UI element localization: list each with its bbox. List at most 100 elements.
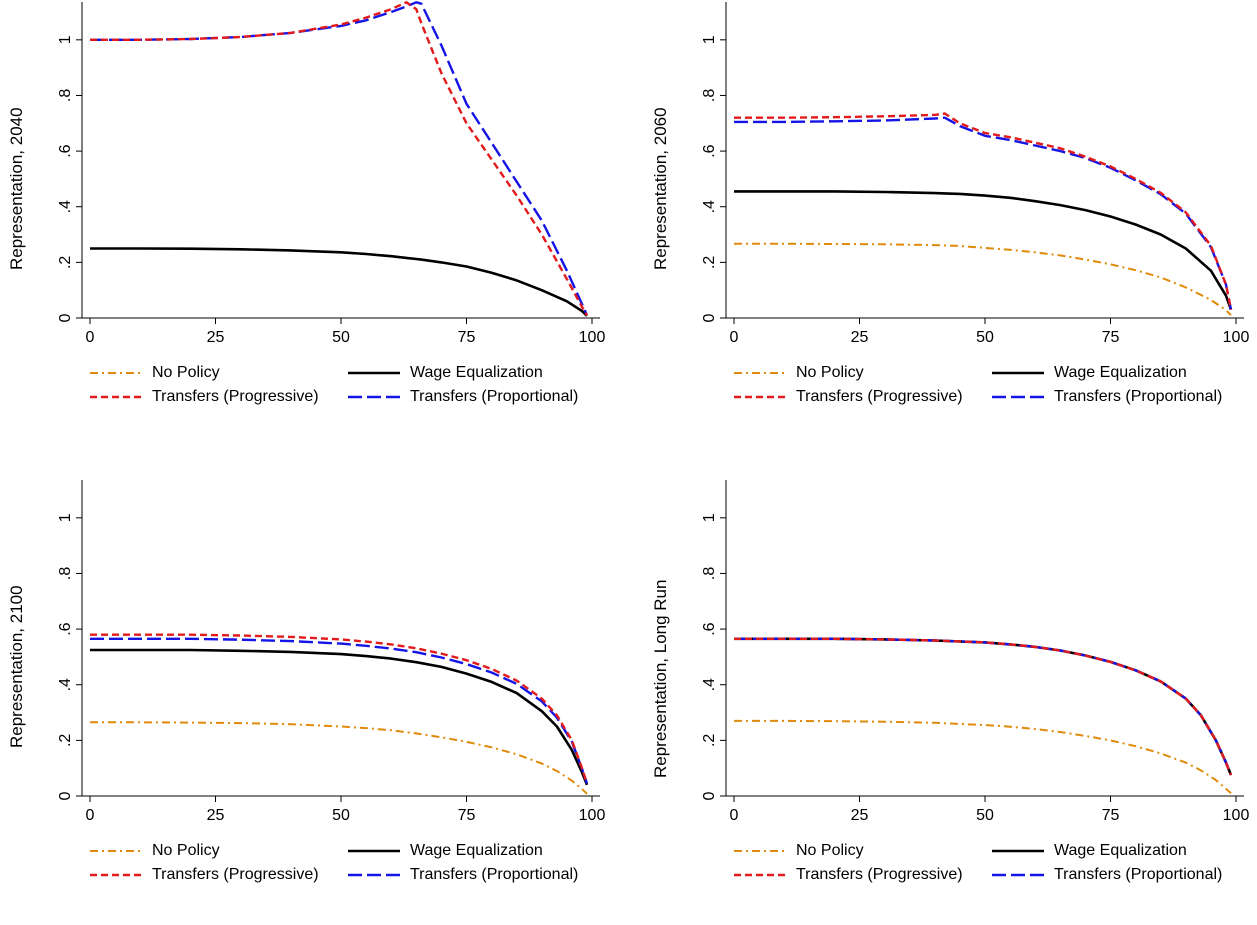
y-tick-label: .4 (701, 200, 718, 213)
y-tick-label: .2 (701, 256, 718, 269)
legend-swatch (90, 873, 142, 877)
y-tick-label: 1 (701, 35, 718, 44)
x-tick-label: 50 (332, 807, 350, 824)
chart-2100: 0 .2 .4 .6 .8 1 0 25 50 75 100 (57, 480, 605, 824)
x-tick-label: 75 (1102, 329, 1120, 346)
legend-swatch (992, 395, 1044, 399)
y-tick-label: .4 (701, 678, 718, 691)
y-tick-label: 0 (701, 791, 718, 800)
legend-swatch (90, 395, 142, 399)
legend-item: Transfers (Progressive) (88, 388, 319, 406)
legend-label: No Policy (796, 842, 864, 859)
x-tick-label: 100 (579, 329, 606, 346)
legend-label: Wage Equalization (410, 364, 543, 381)
series-line-wage-equalization (734, 190, 1233, 311)
chart-2040: 0 .2 .4 .6 .8 1 0 25 50 75 100 (57, 1, 605, 346)
legend-label: Transfers (Progressive) (152, 866, 319, 883)
series-line-no-policy (734, 242, 1232, 316)
legend-item: Wage Equalization (990, 364, 1187, 382)
y-tick-label: .6 (57, 622, 74, 635)
chart-2060: 0 .2 .4 .6 .8 1 0 25 50 75 100 (701, 2, 1249, 346)
series-line-no-policy (90, 721, 588, 795)
panel-2040: 0 .2 .4 .6 .8 1 0 25 50 75 100 Representation, 204… (0, 0, 628, 447)
series-line-transfers-proportional (734, 637, 1233, 776)
x-tick-label: 25 (851, 807, 869, 824)
legend-item: Wage Equalization (346, 364, 543, 382)
legend-label: Transfers (Proportional) (410, 866, 579, 883)
legend-item: Transfers (Proportional) (990, 388, 1222, 406)
panel-2100: 0 .2 .4 .6 .8 1 0 25 50 75 100 Representation, 210… (0, 478, 628, 925)
y-tick-label: .2 (57, 256, 74, 269)
series-line-transfers-proportional (734, 116, 1233, 310)
x-tick-label: 100 (579, 807, 606, 824)
legend-label: Wage Equalization (1054, 364, 1187, 381)
legend-label: No Policy (152, 842, 220, 859)
y-tick-label: .4 (57, 200, 74, 213)
chart-long-run: 0 .2 .4 .6 .8 1 0 25 50 75 100 (701, 480, 1249, 824)
legend-item: No Policy (732, 842, 864, 860)
legend-label: Transfers (Proportional) (1054, 388, 1223, 405)
y-tick-label: .4 (57, 678, 74, 691)
legend-swatch (90, 850, 142, 852)
y-tick-label: .2 (701, 734, 718, 747)
y-axis-label: Representation, Long Run (651, 579, 670, 778)
legend-label: Transfers (Proportional) (1054, 866, 1223, 883)
x-tick-label: 25 (207, 807, 225, 824)
x-tick-label: 0 (86, 807, 95, 824)
legend-label: Transfers (Progressive) (152, 388, 319, 405)
y-axis-label: Representation, 2060 (651, 107, 670, 270)
x-tick-label: 50 (976, 329, 994, 346)
legend-swatch (348, 849, 400, 853)
legend-label: Transfers (Proportional) (410, 388, 579, 405)
legend-item: Transfers (Progressive) (88, 866, 319, 884)
x-tick-label: 100 (1223, 329, 1250, 346)
legend-item: Transfers (Progressive) (732, 388, 963, 406)
series-line-no-policy (90, 247, 588, 317)
panel-2060: 0 .2 .4 .6 .8 1 0 25 50 75 100 Representation, 206… (644, 0, 1257, 447)
legend-item: Transfers (Proportional) (346, 388, 578, 406)
x-tick-label: 50 (332, 329, 350, 346)
series-line-no-policy (734, 719, 1232, 794)
series-line-transfers-proportional (90, 637, 589, 784)
y-tick-label: 1 (701, 513, 718, 522)
series-line-wage-equalization (90, 247, 588, 317)
x-tick-label: 25 (851, 329, 869, 346)
y-tick-label: 1 (57, 35, 74, 44)
y-tick-label: .8 (701, 567, 718, 580)
x-tick-label: 100 (1223, 807, 1250, 824)
legend-item: No Policy (88, 842, 220, 860)
legend-label: No Policy (796, 364, 864, 381)
legend-swatch (734, 873, 786, 877)
series-line-transfers-progressive (734, 637, 1233, 776)
legend-item: Transfers (Proportional) (346, 866, 578, 884)
legend-item: No Policy (88, 364, 220, 382)
legend-swatch (992, 371, 1044, 375)
x-tick-label: 75 (1102, 807, 1120, 824)
x-tick-label: 50 (976, 807, 994, 824)
x-tick-label: 75 (458, 807, 476, 824)
y-tick-label: .8 (701, 89, 718, 102)
legend-swatch (734, 850, 786, 852)
legend-swatch (992, 873, 1044, 877)
y-tick-label: 0 (57, 313, 74, 322)
x-tick-label: 0 (86, 329, 95, 346)
y-tick-label: .6 (57, 144, 74, 157)
legend-swatch (90, 372, 142, 374)
y-axis-label: Representation, 2040 (7, 107, 26, 270)
y-tick-label: .6 (701, 622, 718, 635)
legend-item: Wage Equalization (346, 842, 543, 860)
legend-label: Transfers (Progressive) (796, 388, 963, 405)
legend-swatch (992, 849, 1044, 853)
legend-item: Wage Equalization (990, 842, 1187, 860)
legend-label: Transfers (Progressive) (796, 866, 963, 883)
y-tick-label: .2 (57, 734, 74, 747)
y-tick-label: .6 (701, 144, 718, 157)
series-line-transfers-proportional (90, 1, 589, 316)
series-line-wage-equalization (734, 637, 1233, 776)
legend-label: No Policy (152, 364, 220, 381)
x-tick-label: 0 (730, 807, 739, 824)
x-tick-label: 25 (207, 329, 225, 346)
y-tick-label: 0 (57, 791, 74, 800)
y-tick-label: 1 (57, 513, 74, 522)
legend-swatch (348, 395, 400, 399)
